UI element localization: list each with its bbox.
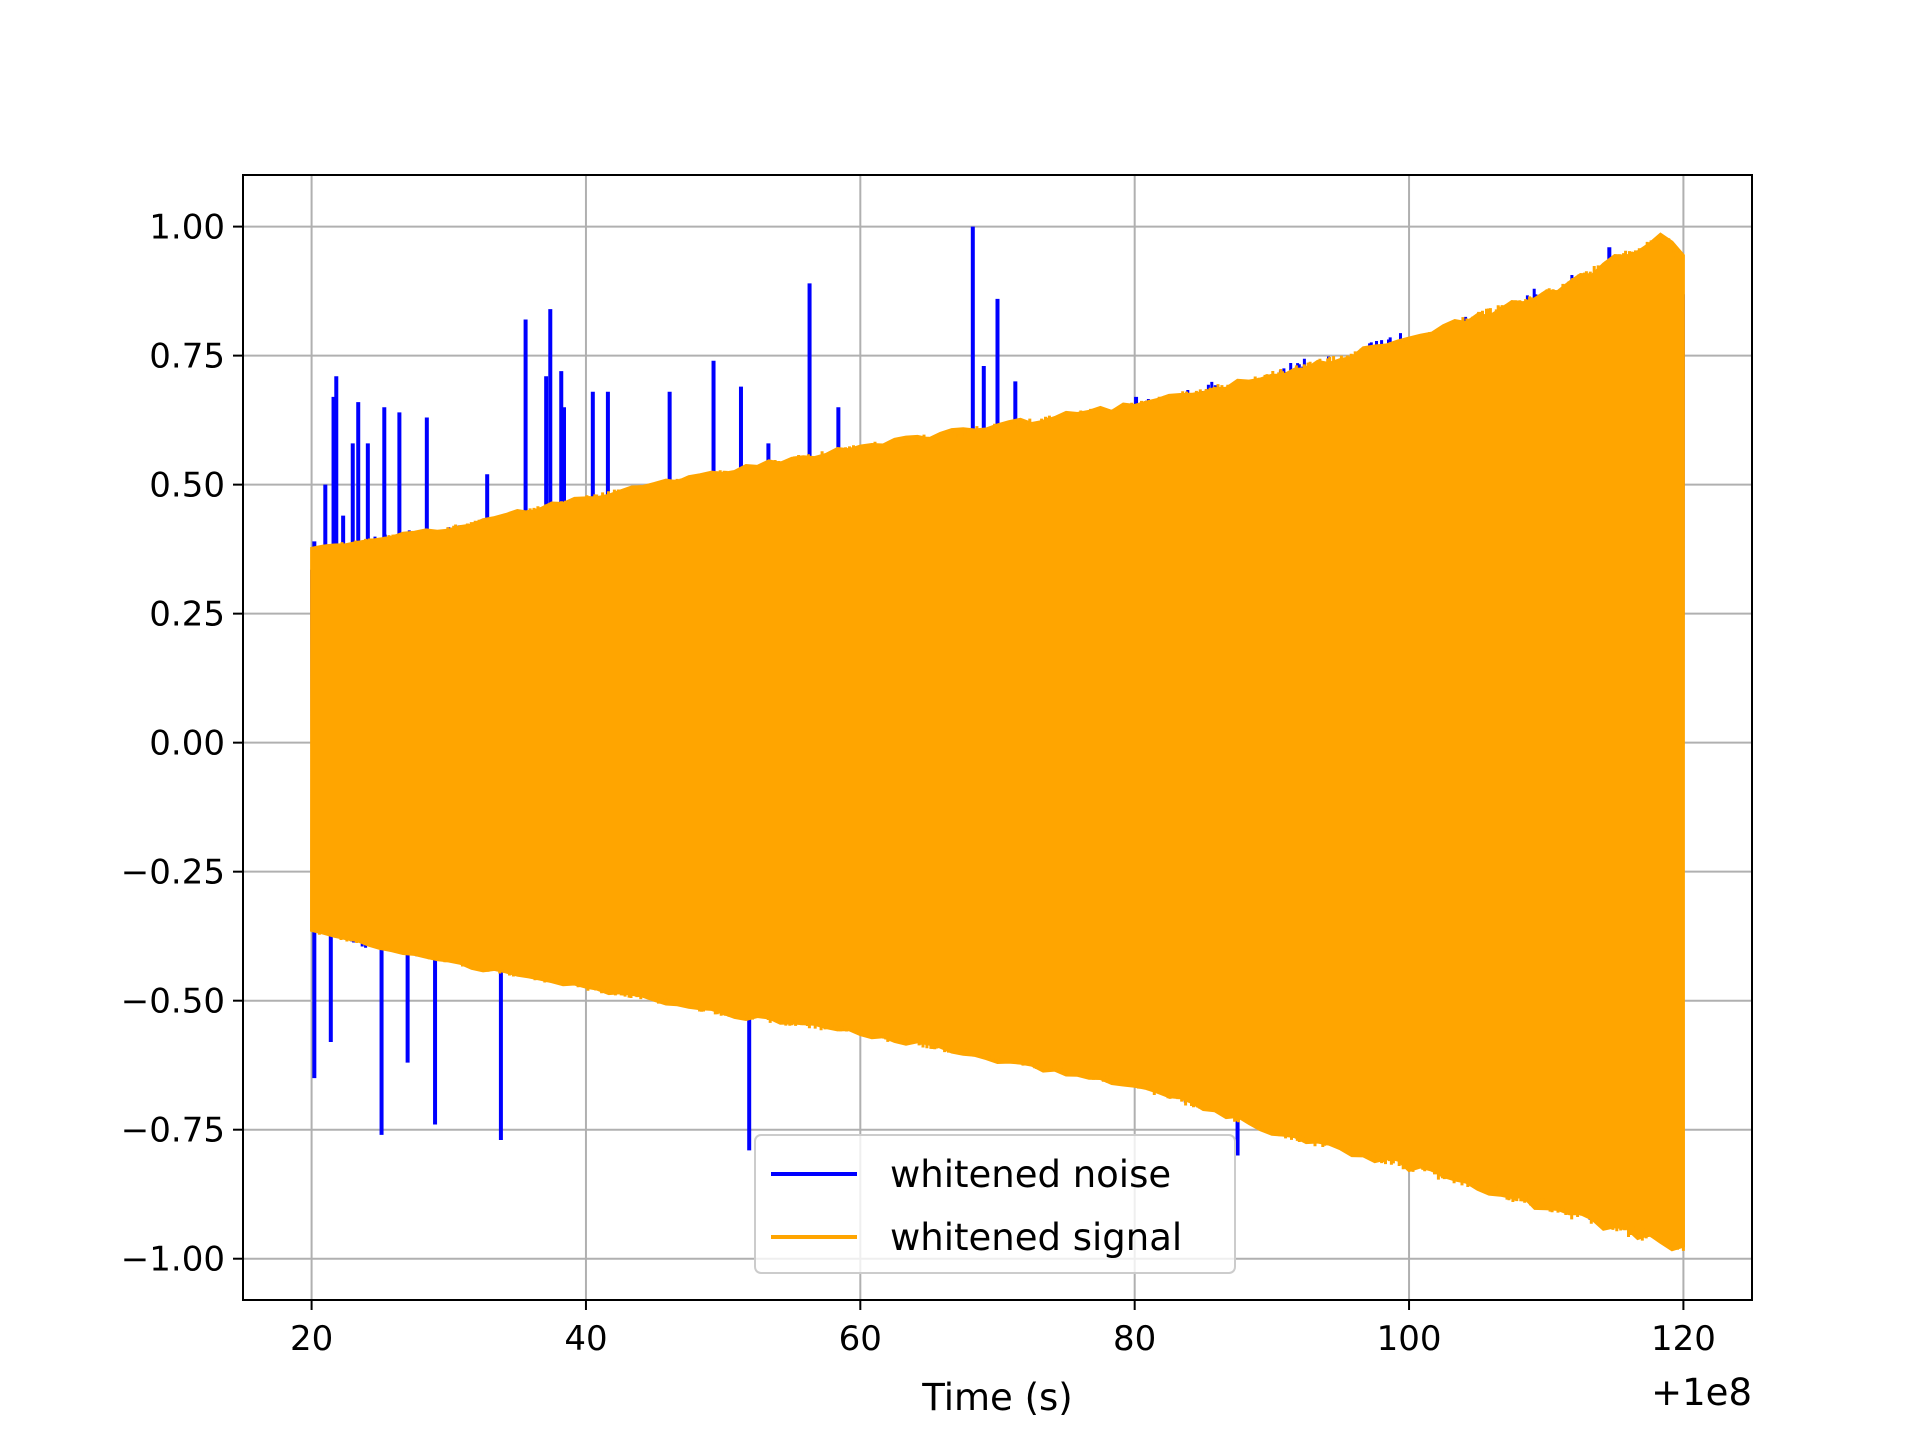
x-tick-label: 40 bbox=[564, 1319, 607, 1359]
legend-label-whitened-signal: whitened signal bbox=[890, 1216, 1182, 1259]
x-tick-label: 20 bbox=[290, 1319, 333, 1359]
x-offset-label: +1e8 bbox=[1651, 1371, 1752, 1414]
y-tick-label: −0.25 bbox=[121, 853, 225, 893]
legend-box bbox=[754, 1134, 1236, 1274]
y-tick-label: 0.25 bbox=[149, 595, 225, 635]
series-layer bbox=[310, 226, 1685, 1252]
y-tick-label: 0.50 bbox=[149, 466, 225, 506]
x-tick-label: 120 bbox=[1651, 1319, 1716, 1359]
y-tick-label: −0.50 bbox=[121, 982, 225, 1022]
x-tick-label: 60 bbox=[839, 1319, 882, 1359]
x-axis-label: Time (s) bbox=[921, 1376, 1072, 1419]
x-tick-label: 80 bbox=[1113, 1319, 1156, 1359]
y-tick-label: −0.75 bbox=[121, 1111, 225, 1151]
x-tick-label: 100 bbox=[1377, 1319, 1442, 1359]
ticks: 20 40 60 80 100 120 1.00 0.75 0.50 0.25 0.00 −0.25 −… bbox=[121, 208, 1716, 1359]
y-tick-label: 1.00 bbox=[149, 208, 225, 248]
y-tick-label: 0.00 bbox=[149, 724, 225, 764]
legend-label-whitened-noise: whitened noise bbox=[890, 1153, 1171, 1196]
legend[interactable]: whitened noise whitened signal bbox=[754, 1134, 1236, 1274]
plot-frame bbox=[242, 174, 1753, 1301]
series-line-whitened-signal bbox=[310, 238, 1685, 1251]
y-tick-label: 0.75 bbox=[149, 337, 225, 377]
y-tick-label: −1.00 bbox=[121, 1240, 225, 1280]
